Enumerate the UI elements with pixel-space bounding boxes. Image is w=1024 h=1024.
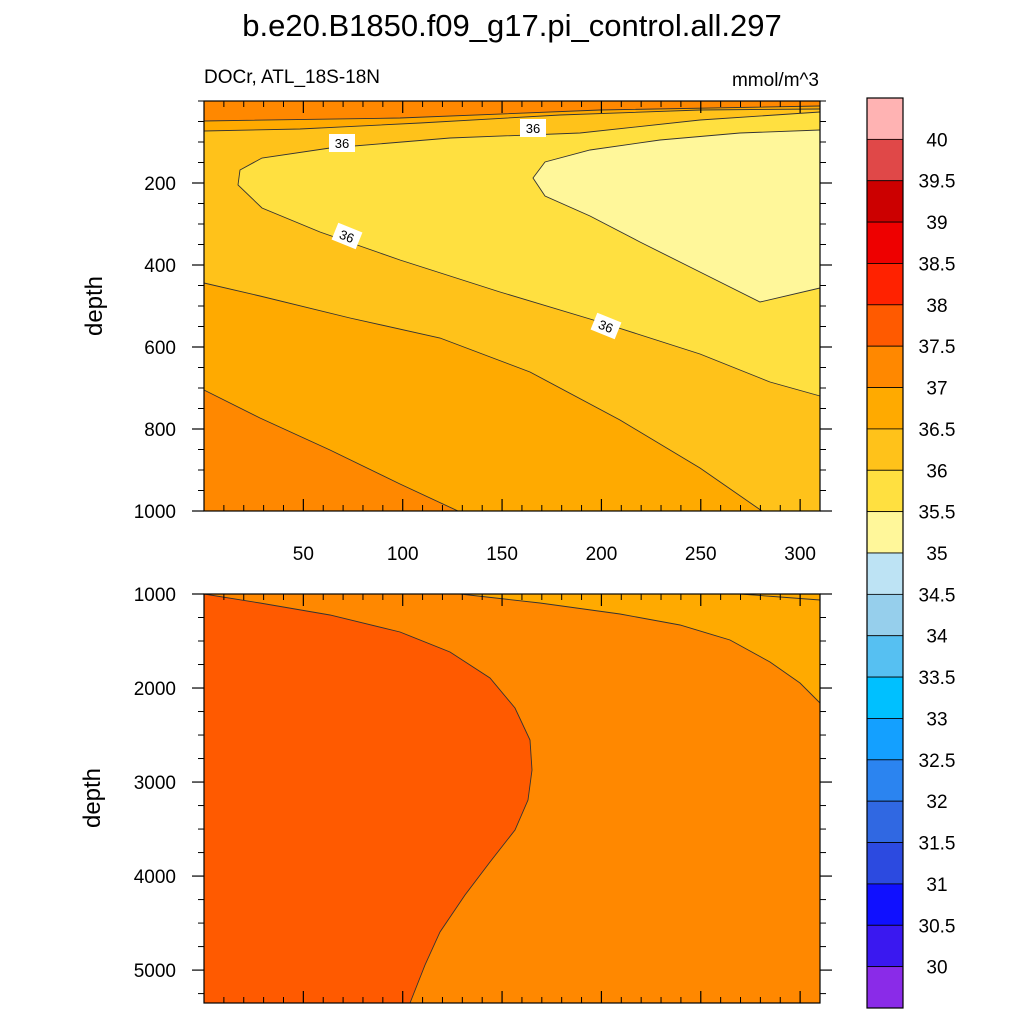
chart-title: b.e20.B1850.f09_g17.pi_control.all.297 <box>242 8 782 43</box>
upper-y-axis-label: depth <box>81 276 108 336</box>
upper-panel: 36 36 36 36 <box>203 100 821 512</box>
colorbar-label: 35 <box>926 544 947 565</box>
contour-label-3: 36 <box>331 222 363 250</box>
y-tick-label: 200 <box>144 174 176 195</box>
x-tick-label: 250 <box>685 544 717 565</box>
lower-contour-37 <box>459 593 821 704</box>
colorbar-label: 33 <box>926 709 947 730</box>
colorbar-swatch <box>866 304 904 347</box>
colorbar-swatch <box>866 759 904 802</box>
colorbar-swatch <box>866 511 904 554</box>
colorbar-label: 37 <box>926 379 947 400</box>
upper-contour-36 <box>237 111 821 397</box>
colorbar-label: 30.5 <box>919 916 956 937</box>
contour-label-1: 36 <box>329 134 355 152</box>
colorbar-swatch <box>866 552 904 595</box>
colorbar-swatch <box>866 221 904 264</box>
upper-contour-35.5 <box>532 129 821 303</box>
svg-text:36: 36 <box>596 317 615 336</box>
colorbar-swatch <box>866 966 904 1009</box>
colorbar-label: 40 <box>926 130 947 151</box>
lower-band-37.5-38 <box>204 594 532 1003</box>
y-tick-label: 400 <box>144 256 176 277</box>
colorbar-label: 35.5 <box>919 503 956 524</box>
colorbar-swatch <box>866 842 904 885</box>
y-tick-label: 3000 <box>134 773 176 794</box>
svg-text:36: 36 <box>526 121 540 136</box>
colorbar-label: 38 <box>926 296 947 317</box>
y-tick-label: 1000 <box>134 502 176 523</box>
colorbar-label: 39 <box>926 213 947 234</box>
colorbar-swatch <box>866 800 904 843</box>
colorbar-label: 30 <box>926 958 947 979</box>
colorbar-swatch <box>866 593 904 637</box>
y-tick-label: 800 <box>144 420 176 441</box>
colorbar-swatch <box>866 180 904 223</box>
lower-plot-frame <box>203 593 821 1004</box>
colorbar-label: 36.5 <box>919 420 956 441</box>
colorbar-label: 32.5 <box>919 751 956 772</box>
colorbar-swatch <box>866 387 904 430</box>
x-tick-label: 50 <box>293 544 314 565</box>
svg-text:36: 36 <box>335 136 349 151</box>
colorbar-swatch <box>866 718 904 761</box>
y-tick-label: 2000 <box>134 679 176 700</box>
colorbar-swatch <box>866 345 904 388</box>
colorbar-swatch <box>866 635 904 678</box>
colorbar-swatch <box>866 924 904 968</box>
colorbar-swatch <box>866 883 904 926</box>
colorbar-swatch <box>866 138 904 182</box>
axis-ticks: 50 100 150 200 250 300 200 400 600 800 1000 1000 200… <box>134 100 832 1003</box>
lower-contour-37.5 <box>203 593 533 1004</box>
upper-contour-37 <box>203 105 821 122</box>
lower-band-36.5-37 <box>460 594 820 703</box>
colorbar-swatch <box>866 428 904 471</box>
x-tick-label: 300 <box>784 544 816 565</box>
colorbar: 40 39.5 39 38.5 38 37.5 37 36.5 36 35.5 35 34.5 34 33… <box>866 97 956 1009</box>
colorbar-swatch <box>866 97 904 140</box>
colorbar-label: 33.5 <box>919 668 956 689</box>
variable-label: DOCr, ATL_18S-18N <box>204 67 380 88</box>
colorbar-label: 37.5 <box>919 337 956 358</box>
y-tick-label: 4000 <box>134 867 176 888</box>
contour-label-4: 36 <box>590 312 622 340</box>
colorbar-swatch <box>866 263 904 306</box>
contour-label-2: 36 <box>520 119 546 137</box>
colorbar-label: 39.5 <box>919 172 956 193</box>
upper-contour-36.5-mid <box>203 282 763 512</box>
svg-text:36: 36 <box>337 227 356 246</box>
units-label: mmol/m^3 <box>732 70 819 91</box>
colorbar-label: 32 <box>926 792 947 813</box>
colorbar-label: 31 <box>926 875 947 896</box>
colorbar-label: 34 <box>926 627 948 648</box>
y-tick-label: 5000 <box>134 961 176 982</box>
x-tick-label: 150 <box>486 544 518 565</box>
upper-band-35-35.5 <box>533 130 820 302</box>
upper-contour-36.5-top <box>203 108 821 132</box>
lower-y-axis-label: depth <box>79 768 106 828</box>
upper-contour-37-lower <box>203 389 459 512</box>
colorbar-label: 31.5 <box>919 834 956 855</box>
colorbar-frame <box>866 97 904 1009</box>
upper-band-37-37.5-top <box>204 101 820 121</box>
colorbar-swatch <box>866 469 904 513</box>
colorbar-swatch <box>866 676 904 719</box>
x-tick-label: 100 <box>387 544 419 565</box>
lower-panel <box>203 593 821 1004</box>
y-tick-label: 1000 <box>134 585 176 606</box>
x-tick-label: 200 <box>586 544 618 565</box>
colorbar-label: 34.5 <box>919 585 956 606</box>
colorbar-label: 38.5 <box>919 254 956 275</box>
colorbar-label: 36 <box>926 461 947 482</box>
y-tick-label: 600 <box>144 338 176 359</box>
